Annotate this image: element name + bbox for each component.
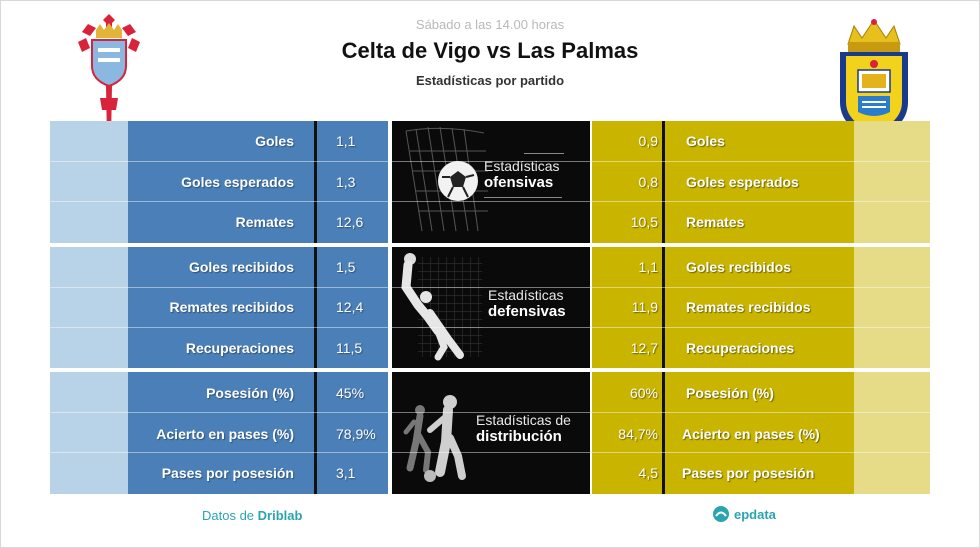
stat-label-left: Goles esperados <box>181 174 294 190</box>
panel-line1: Estadísticas <box>484 158 560 174</box>
stat-label-right: Goles esperados <box>686 174 799 190</box>
panel-line1: Estadísticas de <box>476 412 571 428</box>
stat-label-left: Remates recibidos <box>169 299 295 315</box>
left-value-column <box>316 121 388 243</box>
stat-value-left: 78,9% <box>336 426 376 442</box>
brand-logo: epdata <box>712 505 776 523</box>
panel-line2: defensivas <box>488 303 566 320</box>
stat-label-right: Remates <box>686 214 745 230</box>
category-panel: Estadísticas defensivas <box>392 247 590 368</box>
stat-value-left: 12,6 <box>336 214 364 230</box>
left-pale-column <box>50 121 128 243</box>
page-subtitle: Estadísticas por partido <box>415 73 565 88</box>
goalkeeper-icon <box>401 253 482 361</box>
stat-value-right: 0,9 <box>638 133 658 149</box>
panel-caption: Estadísticas de distribución <box>476 412 571 445</box>
right-divider <box>662 372 665 494</box>
left-value-column <box>316 372 388 494</box>
left-divider <box>314 247 317 368</box>
right-label-column <box>592 372 854 494</box>
left-label-column <box>128 372 314 494</box>
row-separator <box>50 287 930 288</box>
left-value-column <box>316 247 388 368</box>
celta-crest-icon <box>78 14 140 140</box>
stat-value-left: 1,1 <box>336 133 356 149</box>
epdata-logo-icon <box>713 506 729 522</box>
data-source-prefix: Datos de <box>202 508 258 523</box>
row-separator <box>50 412 930 413</box>
stat-label-left: Acierto en pases (%) <box>156 426 294 442</box>
stat-value-right: 0,8 <box>638 174 658 190</box>
stat-label-right: Acierto en pases (%) <box>682 426 820 442</box>
right-label-column <box>592 121 854 243</box>
stat-value-right: 60% <box>629 385 658 401</box>
panel-caption: Estadísticas ofensivas <box>484 153 564 198</box>
panel-rule-top <box>524 153 564 154</box>
left-label-column <box>128 247 314 368</box>
right-pale-column <box>854 247 930 368</box>
right-divider <box>662 247 665 368</box>
players-icon <box>403 395 466 482</box>
stat-label-left: Posesión (%) <box>206 385 294 401</box>
panel-line1: Estadísticas <box>488 287 564 303</box>
stat-label-left: Remates <box>235 214 294 230</box>
right-label-column <box>592 247 854 368</box>
las-palmas-crest-icon <box>840 19 908 138</box>
stat-label-right: Goles recibidos <box>686 259 792 275</box>
stat-label-right: Recuperaciones <box>686 340 795 356</box>
stat-value-left: 12,4 <box>336 299 364 315</box>
stat-value-left: 3,1 <box>336 465 356 481</box>
panel-line2: distribución <box>476 428 562 445</box>
stat-value-right: 12,7 <box>630 340 658 356</box>
stat-label-left: Pases por posesión <box>161 465 294 481</box>
panel-caption: Estadísticas defensivas <box>488 287 566 320</box>
left-divider <box>314 372 317 494</box>
stat-label-right: Pases por posesión <box>682 465 815 481</box>
stat-label-left: Goles recibidos <box>188 259 294 275</box>
stat-value-left: 11,5 <box>336 340 363 356</box>
stat-value-right: 4,5 <box>638 465 658 481</box>
data-source-name: Driblab <box>257 508 303 523</box>
right-divider <box>662 121 665 243</box>
category-panel: Estadísticas ofensivas <box>392 121 590 243</box>
stat-label-left: Goles <box>255 133 294 149</box>
match-datetime: Sábado a las 14.00 horas <box>415 17 565 32</box>
stat-value-right: 11,9 <box>631 299 658 315</box>
panel-rule-bottom <box>484 197 562 198</box>
row-separator <box>50 161 930 162</box>
stat-label-right: Remates recibidos <box>686 299 811 315</box>
brand-name: epdata <box>734 506 776 522</box>
stat-label-left: Recuperaciones <box>185 340 294 356</box>
stats-group-defensive: Estadísticas defensivas Goles recibidos … <box>50 247 930 368</box>
stat-label-right: Goles <box>686 133 725 149</box>
row-separator <box>50 327 930 328</box>
stat-value-left: 1,3 <box>336 174 356 190</box>
stat-value-right: 1,1 <box>638 259 658 275</box>
left-pale-column <box>50 372 128 494</box>
left-label-column <box>128 121 314 243</box>
row-separator <box>50 452 930 453</box>
goal-net-ball-icon <box>405 126 488 232</box>
data-source: Datos de Driblab <box>202 508 302 523</box>
stats-group-offensive: Estadísticas ofensivas Goles 1,1 0,9 Gol… <box>50 121 930 243</box>
stats-group-distribution: Estadísticas de distribución Posesión (%… <box>50 372 930 494</box>
stat-label-right: Posesión (%) <box>686 385 774 401</box>
left-divider <box>314 121 317 243</box>
stat-value-left: 45% <box>336 385 365 401</box>
right-pale-column <box>854 121 930 243</box>
row-separator <box>50 201 930 202</box>
panel-line2: ofensivas <box>484 174 554 191</box>
stat-value-right: 84,7% <box>618 426 658 442</box>
category-panel: Estadísticas de distribución <box>392 372 590 494</box>
left-pale-column <box>50 247 128 368</box>
stat-value-right: 10,5 <box>630 214 658 230</box>
right-pale-column <box>854 372 930 494</box>
stat-value-left: 1,5 <box>336 259 356 275</box>
page-title: Celta de Vigo vs Las Palmas <box>341 38 639 63</box>
